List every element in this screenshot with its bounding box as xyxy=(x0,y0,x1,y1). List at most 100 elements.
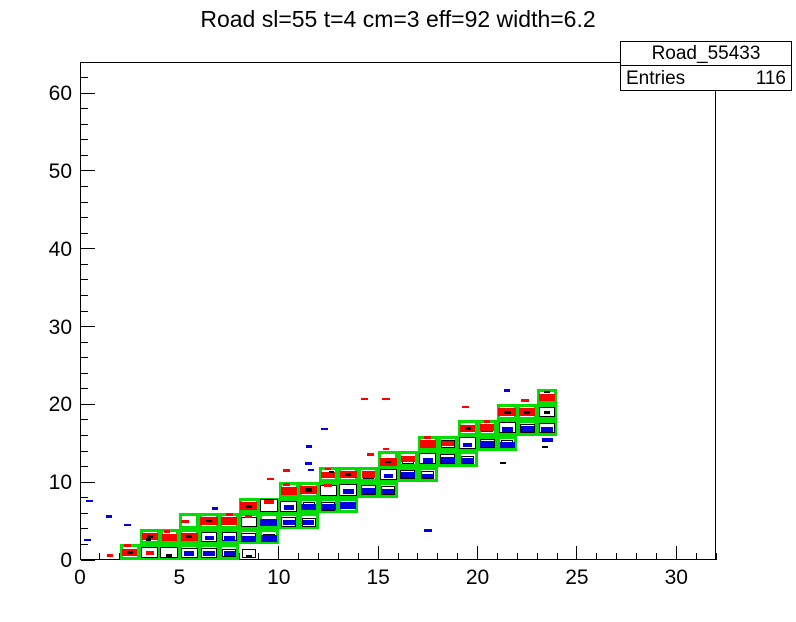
road-cell xyxy=(338,497,359,514)
x-minor-tick xyxy=(337,553,339,560)
blue-box xyxy=(260,518,278,526)
y-minor-tick xyxy=(81,357,88,359)
red-box xyxy=(484,420,491,423)
blue-box xyxy=(320,503,336,511)
blue-box xyxy=(283,505,294,510)
road-cell xyxy=(199,528,220,545)
black-box xyxy=(186,535,193,538)
red-box xyxy=(424,436,432,440)
road-cell xyxy=(239,528,259,545)
blue-box xyxy=(124,523,132,527)
red-box xyxy=(383,447,390,450)
black-box xyxy=(544,410,551,414)
road-cell xyxy=(239,513,259,529)
blue-box xyxy=(463,442,473,447)
y-minor-tick xyxy=(81,263,88,265)
blue-box xyxy=(212,507,219,510)
road-cell xyxy=(219,544,239,560)
red-box xyxy=(441,440,454,446)
black-box xyxy=(524,410,531,414)
y-minor-tick xyxy=(81,123,88,125)
x-minor-tick xyxy=(99,553,101,560)
x-minor-tick xyxy=(397,553,399,560)
red-box xyxy=(324,483,333,488)
y-minor-tick xyxy=(81,294,88,296)
blue-box xyxy=(282,519,295,525)
red-box xyxy=(161,533,177,541)
road-cell xyxy=(139,528,160,545)
blue-box xyxy=(340,502,357,510)
blue-box xyxy=(422,473,434,479)
blue-box xyxy=(423,529,432,532)
red-box xyxy=(325,467,332,471)
road-cell xyxy=(517,404,538,420)
blue-box xyxy=(305,445,312,448)
x-minor-tick xyxy=(715,553,717,560)
blue-box xyxy=(204,536,214,541)
y-minor-tick xyxy=(81,139,88,141)
y-minor-tick xyxy=(81,108,88,110)
x-minor-tick xyxy=(695,553,697,560)
y-tick-label: 30 xyxy=(48,315,72,339)
y-minor-tick xyxy=(81,201,88,203)
red-box xyxy=(360,397,368,401)
road-cell xyxy=(437,435,458,452)
red-box xyxy=(321,471,336,479)
red-box xyxy=(539,393,555,402)
y-major-tick xyxy=(81,248,95,250)
stats-entries-value: 116 xyxy=(755,68,786,89)
x-minor-tick xyxy=(258,553,260,560)
x-tick-label: 5 xyxy=(173,566,186,589)
blue-box xyxy=(301,503,317,511)
x-tick-label: 25 xyxy=(565,566,589,589)
y-tick-label: 0 xyxy=(60,549,72,572)
road-cell xyxy=(278,513,299,529)
y-minor-tick xyxy=(81,186,88,187)
road-cell xyxy=(398,466,418,483)
stats-entries-row: Entries 116 xyxy=(621,66,791,91)
black-box xyxy=(245,555,252,558)
x-minor-tick xyxy=(536,553,538,560)
road-cell xyxy=(437,451,458,467)
blue-box xyxy=(342,489,354,494)
blue-box xyxy=(499,441,515,449)
x-minor-tick xyxy=(357,553,359,560)
y-tick-label: 40 xyxy=(48,237,72,261)
y-minor-tick xyxy=(81,450,88,452)
red-box xyxy=(400,455,415,463)
black-box xyxy=(126,550,133,554)
x-major-tick xyxy=(477,546,478,560)
black-box xyxy=(206,519,213,523)
blue-box xyxy=(320,428,328,431)
road-cell xyxy=(219,528,239,545)
road-cell xyxy=(258,528,279,545)
y-major-tick xyxy=(81,403,95,405)
hollow-box xyxy=(240,516,257,527)
y-tick-label: 50 xyxy=(48,159,72,183)
y-minor-tick xyxy=(81,435,88,436)
black-box xyxy=(305,488,313,492)
y-tick-label: 10 xyxy=(48,471,72,495)
x-tick-label: 10 xyxy=(267,566,291,589)
hollow-box xyxy=(160,546,179,559)
x-major-tick xyxy=(675,546,677,560)
y-minor-tick xyxy=(81,372,88,374)
black-box xyxy=(146,535,153,538)
y-minor-tick xyxy=(81,497,88,499)
road-cell xyxy=(378,482,398,498)
red-box xyxy=(419,440,436,448)
y-major-tick xyxy=(81,92,95,94)
blue-box xyxy=(504,389,511,392)
red-box xyxy=(280,486,297,495)
y-minor-tick xyxy=(81,543,88,545)
black-box xyxy=(500,461,507,464)
road-cell xyxy=(477,435,498,452)
plot-frame xyxy=(80,62,716,560)
red-box xyxy=(283,482,291,487)
blue-box xyxy=(307,468,314,471)
y-minor-tick xyxy=(81,77,88,79)
blue-box xyxy=(184,551,195,556)
red-box xyxy=(366,452,374,456)
y-minor-tick xyxy=(81,419,88,421)
blue-box xyxy=(105,515,112,518)
